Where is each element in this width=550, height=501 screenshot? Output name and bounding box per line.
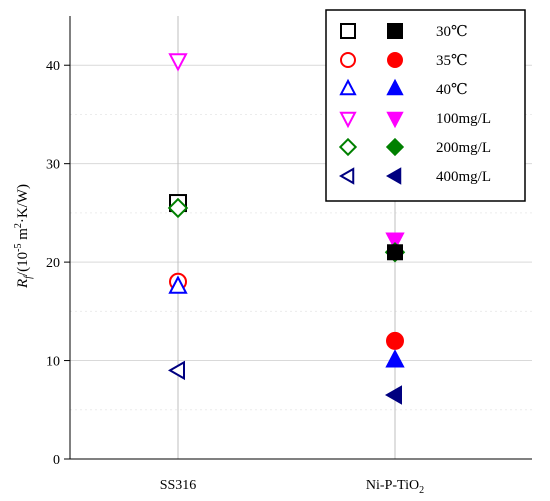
- legend-marker-open: [339, 78, 357, 96]
- y-tick-label: 0: [53, 453, 60, 468]
- legend-label: 200mg/L: [436, 140, 491, 156]
- data-point-open: [168, 275, 188, 294]
- legend-marker-open: [339, 111, 357, 129]
- legend-marker-open: [340, 23, 356, 39]
- legend-marker-filled: [387, 23, 403, 39]
- data-point-filled: [385, 349, 405, 368]
- x-category-label: Ni-P-TiO2: [366, 478, 424, 496]
- legend-marker-filled: [386, 78, 404, 96]
- legend-marker-filled: [386, 111, 404, 129]
- legend-box: [325, 9, 526, 202]
- data-point-open: [167, 360, 185, 381]
- y-tick-label: 10: [46, 355, 60, 370]
- y-axis-title: Rf/(10-5 m2·K/W): [13, 184, 34, 289]
- x-category-label: SS316: [160, 478, 197, 493]
- legend-marker-open: [340, 52, 356, 68]
- data-point-filled: [386, 331, 404, 350]
- y-tick-label: 40: [46, 59, 60, 74]
- data-point-filled: [384, 385, 402, 405]
- legend-marker-filled: [385, 167, 402, 185]
- legend-label: 30℃: [436, 24, 468, 40]
- legend: 30℃ 35℃ 40℃ 100mg/L 200mg/L 400mg/L: [325, 9, 526, 202]
- legend-label: 40℃: [436, 82, 468, 98]
- marks-layer: [167, 53, 406, 405]
- y-tick-label: 30: [46, 158, 60, 173]
- legend-marker-filled: [385, 137, 405, 157]
- y-tick-label: 20: [46, 256, 60, 271]
- data-point-open: [167, 197, 189, 219]
- legend-marker-filled: [387, 52, 403, 68]
- legend-marker-open: [338, 167, 355, 185]
- legend-marker-open: [338, 137, 358, 157]
- axis-layer: 0 10 20 30 40 SS316 Ni-P-TiO2 Rf/(10-5 m2·K/W): [13, 16, 532, 496]
- legend-label: 100mg/L: [436, 111, 491, 127]
- data-point-filled: [385, 232, 405, 251]
- data-point-open: [168, 53, 188, 72]
- data-point-filled: [387, 244, 403, 261]
- legend-label: 400mg/L: [436, 169, 491, 185]
- legend-label: 35℃: [436, 53, 468, 69]
